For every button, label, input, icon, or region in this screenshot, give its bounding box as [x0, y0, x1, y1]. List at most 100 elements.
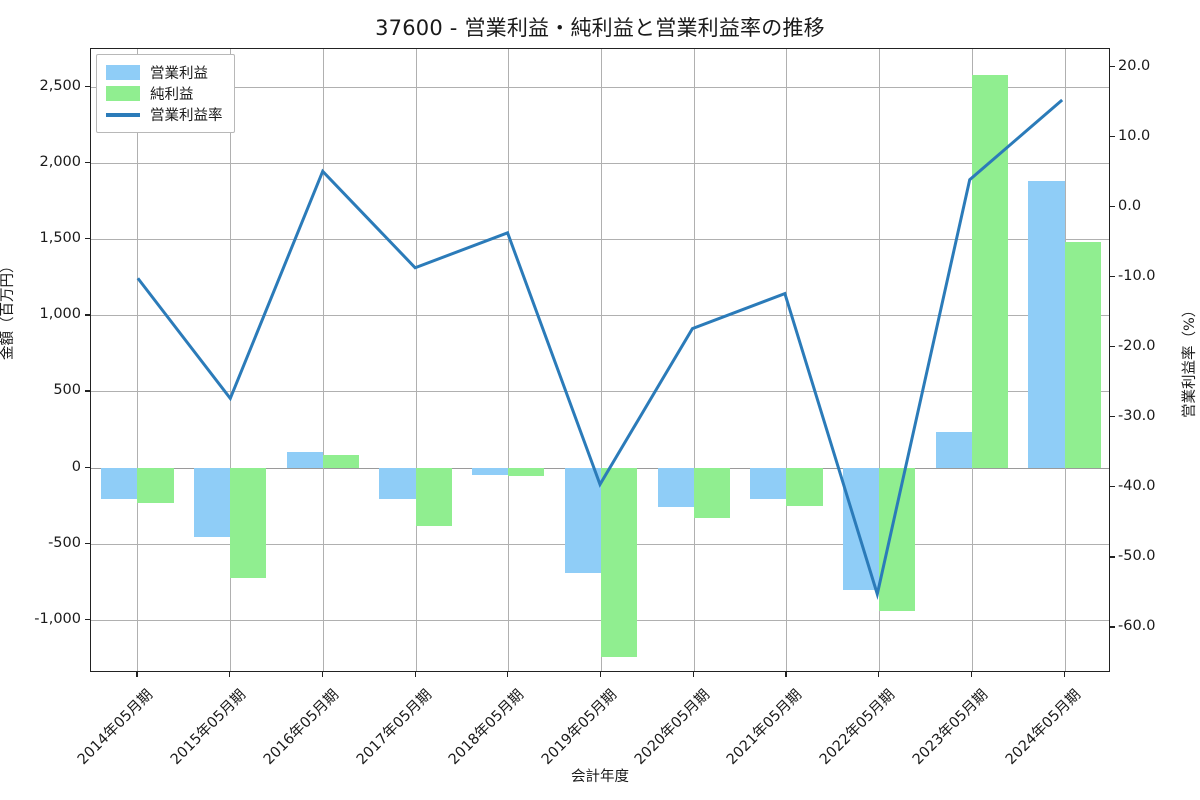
- y-axis-tick-label-left: 1,500: [39, 230, 81, 247]
- legend-color-swatch: [106, 65, 140, 80]
- y-axis-tick-label-right: -10.0: [1118, 267, 1156, 284]
- x-axis-tick-label: 2020年05月期: [631, 686, 713, 769]
- y-axis-tick-label-left: 2,500: [39, 78, 81, 95]
- legend-item[interactable]: 純利益: [106, 83, 223, 104]
- y-axis-tick-label-right: -50.0: [1118, 548, 1156, 565]
- x-axis-tick-label: 2021年05月期: [724, 686, 806, 769]
- gridline-horizontal: [91, 239, 1109, 241]
- bar-operating-profit: [101, 467, 138, 499]
- legend-color-swatch: [106, 86, 140, 101]
- gridline-horizontal: [91, 163, 1109, 165]
- bar-operating-profit: [193, 467, 231, 537]
- y-axis-tick-label-right: -40.0: [1118, 478, 1156, 495]
- bar-operating-profit: [1028, 181, 1065, 468]
- legend-item[interactable]: 営業利益率: [106, 104, 223, 125]
- x-axis-tick-mark: [321, 672, 323, 677]
- bar-operating-profit: [286, 451, 323, 468]
- bar-net-profit: [879, 467, 916, 612]
- bar-net-profit: [322, 454, 359, 468]
- chart-legend: 営業利益純利益営業利益率: [96, 54, 235, 133]
- y-axis-tick-label-left: 2,000: [39, 154, 81, 171]
- bar-operating-profit: [750, 467, 787, 500]
- y-axis-tick-mark-right: [1110, 486, 1115, 488]
- gridline-vertical: [879, 49, 881, 671]
- x-axis-tick-mark: [692, 672, 694, 677]
- bar-operating-profit: [564, 467, 601, 573]
- legend-item[interactable]: 営業利益: [106, 62, 223, 83]
- y-axis-label-right: 営業利益率（%）: [1182, 302, 1198, 418]
- y-axis-tick-mark-left: [85, 86, 90, 88]
- gridline-vertical: [601, 49, 602, 671]
- legend-item-label: 営業利益: [150, 66, 208, 82]
- bar-operating-profit: [657, 467, 694, 508]
- y-axis-tick-label-right: 10.0: [1118, 127, 1151, 144]
- y-axis-tick-mark-right: [1110, 135, 1115, 137]
- x-axis-tick-mark: [600, 672, 602, 677]
- y-axis-label-left: 金額（百万円）: [0, 258, 16, 361]
- legend-item-label: 純利益: [150, 87, 194, 103]
- x-axis-tick-mark: [878, 672, 880, 677]
- legend-line-marker: [106, 112, 140, 117]
- chart-title: 37600 - 営業利益・純利益と営業利益率の推移: [375, 16, 825, 40]
- x-axis-tick-label: 2015年05月期: [168, 686, 250, 769]
- gridline-vertical: [322, 49, 324, 671]
- x-axis-tick-label: 2016年05月期: [260, 686, 342, 769]
- bar-net-profit: [230, 467, 267, 578]
- bar-operating-profit: [472, 467, 509, 476]
- bar-operating-profit: [379, 467, 416, 500]
- bar-net-profit: [971, 74, 1009, 468]
- x-axis-tick-mark: [507, 672, 509, 677]
- x-axis-tick-label: 2024年05月期: [1002, 686, 1084, 769]
- y-axis-tick-label-right: -30.0: [1118, 408, 1156, 425]
- y-axis-tick-label-left: 1,000: [39, 306, 81, 323]
- bar-net-profit: [415, 467, 452, 527]
- y-axis-tick-mark-right: [1110, 626, 1115, 628]
- x-axis-tick-mark: [136, 672, 138, 677]
- y-axis-tick-mark-left: [85, 238, 90, 240]
- y-axis-tick-mark-right: [1110, 275, 1115, 278]
- y-axis-tick-mark-left: [85, 314, 90, 316]
- gridline-vertical: [230, 49, 232, 671]
- x-axis-label: 会計年度: [571, 769, 629, 785]
- bar-net-profit: [601, 467, 638, 657]
- x-axis-tick-mark: [970, 672, 973, 677]
- y-axis-tick-mark-right: [1110, 556, 1115, 558]
- y-axis-tick-mark-left: [85, 162, 90, 164]
- x-axis-tick-mark: [414, 672, 416, 677]
- bar-operating-profit: [843, 467, 880, 591]
- y-axis-tick-label-left: 0: [71, 458, 81, 475]
- gridline-vertical: [137, 49, 139, 671]
- x-axis-tick-mark: [785, 672, 787, 677]
- x-axis-tick-label: 2022年05月期: [817, 686, 899, 769]
- gridline-vertical: [415, 49, 417, 671]
- bar-operating-profit: [935, 431, 972, 468]
- y-axis-tick-label-right: 0.0: [1118, 197, 1142, 214]
- x-axis-tick-label: 2023年05月期: [909, 686, 992, 769]
- y-axis-tick-label-left: -1,000: [34, 610, 81, 627]
- line-layer: [136, 98, 1064, 600]
- y-axis-tick-mark-left: [85, 618, 90, 620]
- x-axis-tick-mark: [1063, 672, 1065, 677]
- gridline-horizontal: [91, 87, 1109, 89]
- bar-net-profit: [1064, 242, 1101, 468]
- x-axis-tick-label: 2017年05月期: [353, 686, 435, 769]
- plot-area: [90, 48, 1110, 672]
- y-axis-tick-label-right: 20.0: [1118, 57, 1151, 74]
- gridline-vertical: [508, 49, 510, 671]
- y-axis-tick-mark-right: [1110, 65, 1115, 67]
- x-axis-tick-label: 2019年05月期: [538, 686, 621, 769]
- bar-net-profit: [693, 467, 730, 518]
- y-axis-tick-mark-right: [1110, 205, 1115, 207]
- gridline-horizontal: [91, 619, 1109, 621]
- gridline-horizontal: [91, 315, 1109, 317]
- y-axis-tick-mark-right: [1110, 416, 1115, 418]
- y-axis-tick-label-left: 500: [53, 382, 81, 399]
- legend-item-label: 営業利益率: [150, 108, 223, 124]
- y-axis-tick-mark-left: [85, 466, 90, 468]
- x-axis-tick-label: 2014年05月期: [75, 686, 157, 769]
- bar-net-profit: [508, 467, 545, 476]
- y-axis-tick-mark-right: [1110, 345, 1115, 348]
- line-operating-margin: [136, 98, 1064, 600]
- x-axis-tick-label: 2018年05月期: [446, 686, 528, 769]
